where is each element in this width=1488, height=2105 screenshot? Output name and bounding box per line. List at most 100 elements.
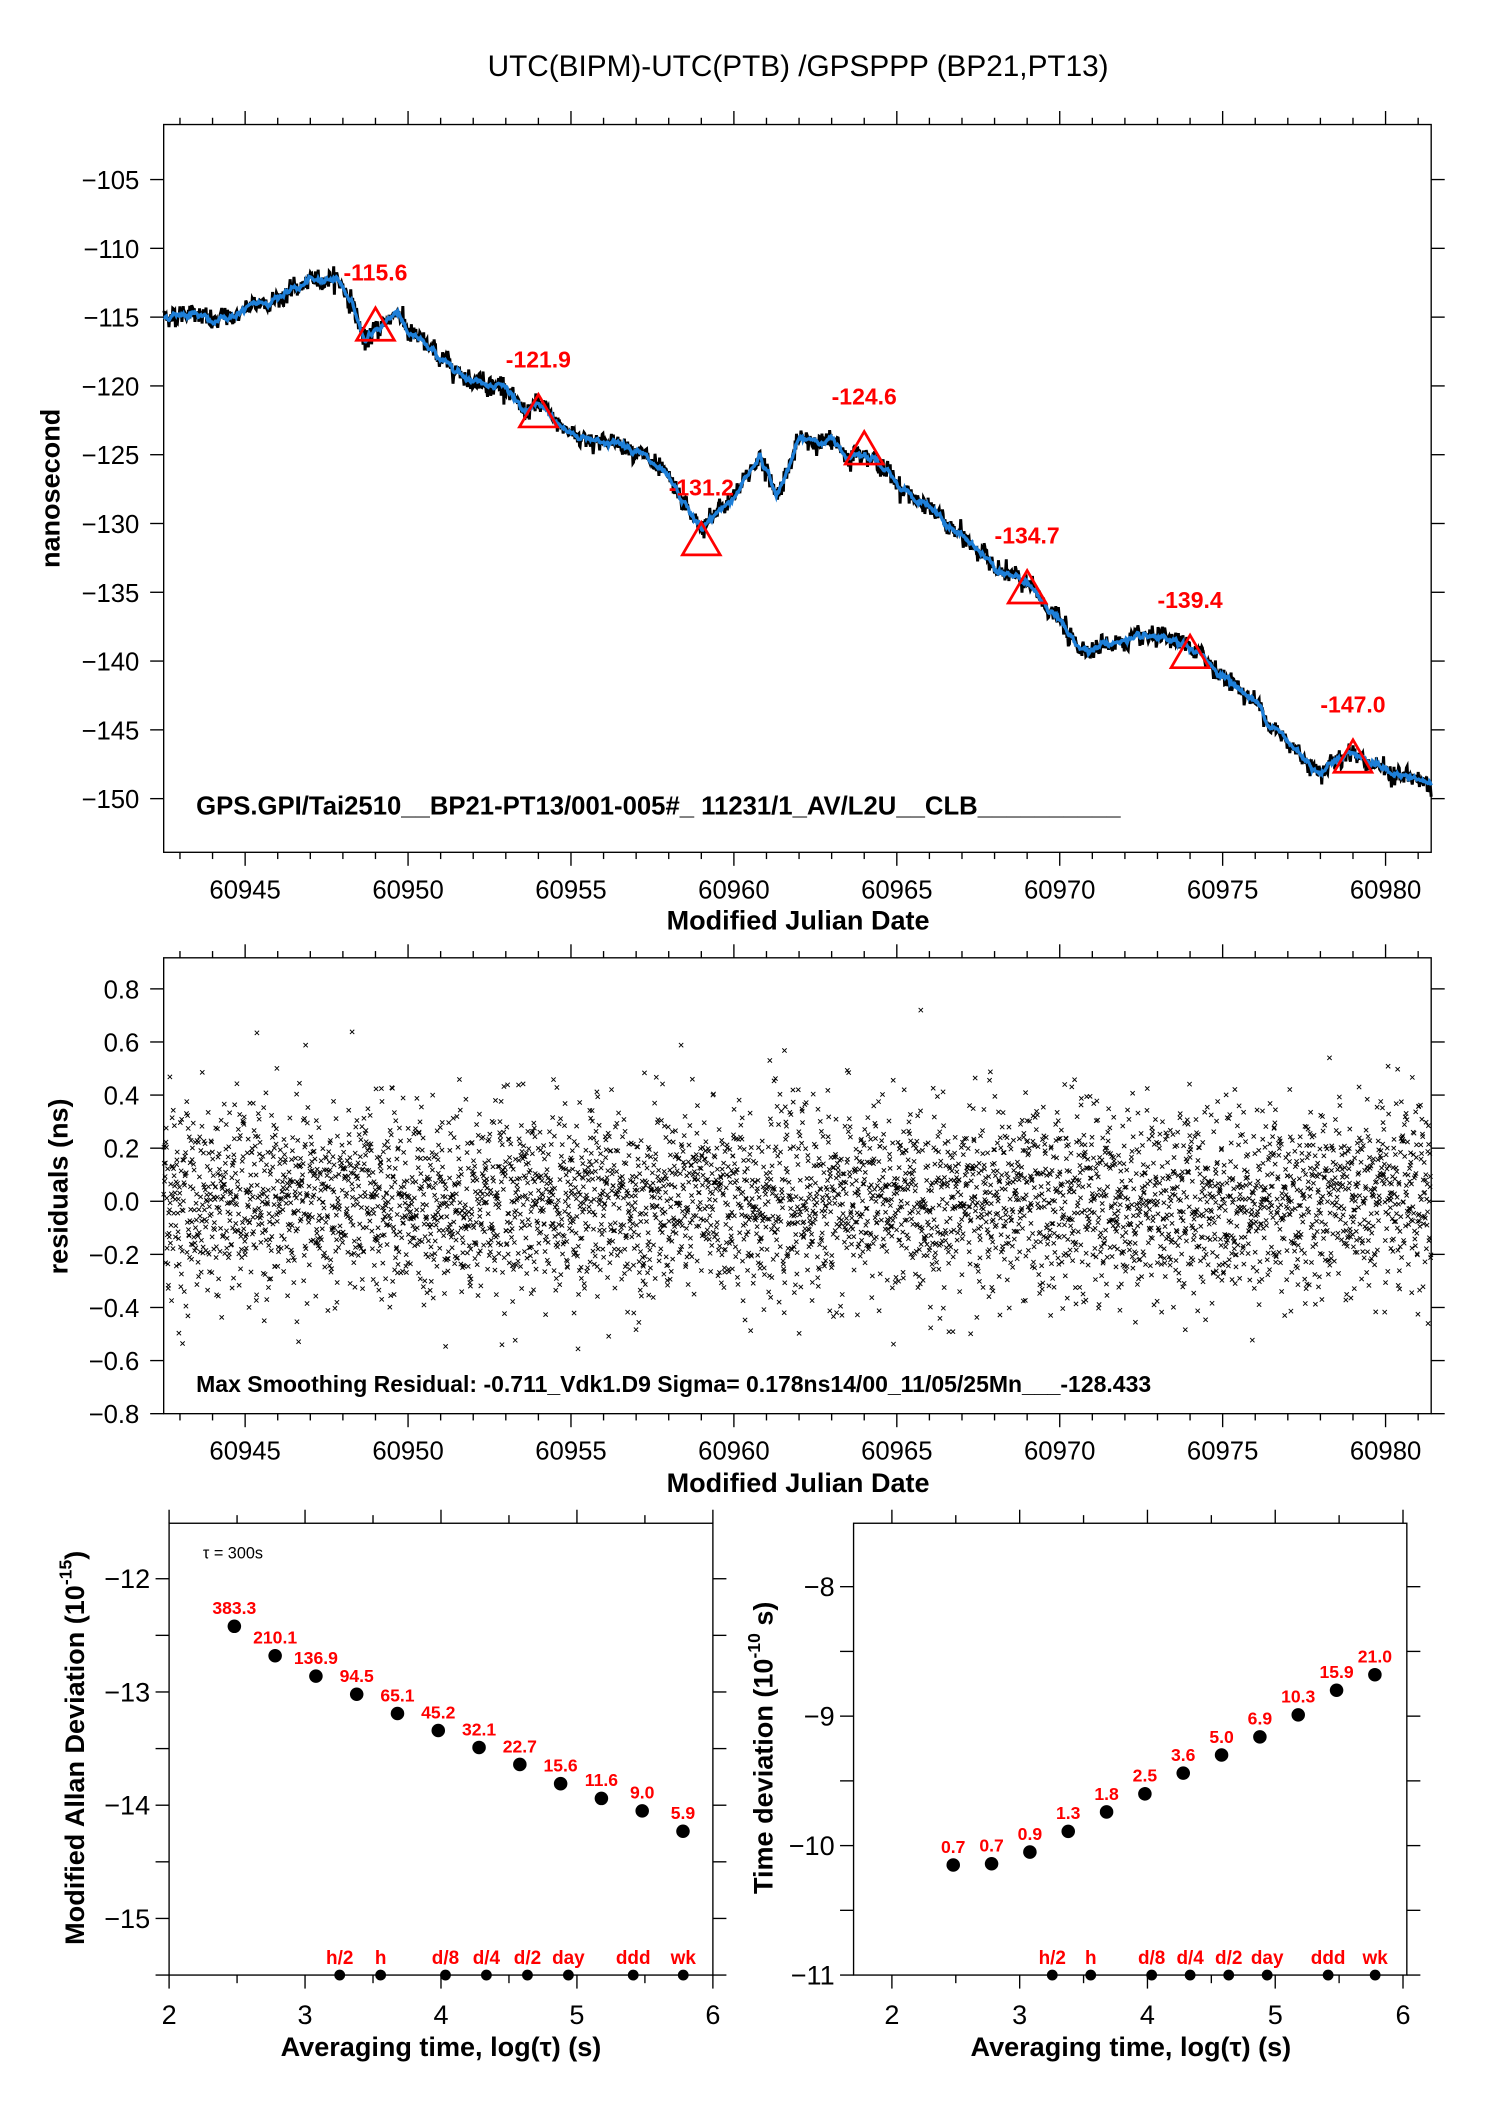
residual-point <box>769 1163 775 1169</box>
residual-point <box>718 1280 724 1286</box>
residual-point <box>1108 1203 1114 1209</box>
residual-point <box>1148 1225 1154 1231</box>
residual-point <box>1140 1249 1146 1255</box>
residual-point <box>336 1203 342 1209</box>
residual-point <box>812 1180 818 1186</box>
residual-point <box>1246 1195 1252 1201</box>
residual-point <box>1334 1199 1340 1205</box>
residual-point <box>585 1223 591 1229</box>
residual-point <box>308 1134 314 1140</box>
deviation-point <box>1329 1683 1344 1698</box>
residual-point <box>326 1159 332 1165</box>
residual-point <box>1274 1196 1280 1202</box>
residual-point <box>1219 1277 1225 1283</box>
residual-point <box>556 1210 562 1216</box>
residual-point <box>1256 1163 1262 1169</box>
residual-point <box>1292 1164 1298 1170</box>
residual-point <box>251 1229 257 1235</box>
residual-point <box>874 1219 880 1225</box>
residual-point <box>1425 1209 1431 1215</box>
residual-point <box>862 1169 868 1175</box>
residual-point <box>1154 1298 1160 1304</box>
residual-point <box>974 1184 980 1190</box>
time-mark-label: d/4 <box>1176 1948 1204 1969</box>
residual-point <box>970 1106 976 1112</box>
plot4-y-label-exp: -10 <box>744 1633 764 1659</box>
residual-point <box>975 1263 981 1269</box>
residual-point <box>1342 1150 1348 1156</box>
residual-point <box>946 1329 952 1335</box>
residual-point <box>1417 1102 1423 1108</box>
residual-point <box>941 1123 947 1129</box>
residual-point <box>714 1231 720 1237</box>
residual-point <box>1418 1197 1424 1203</box>
residual-point <box>1114 1246 1120 1252</box>
residual-point <box>722 1246 728 1252</box>
residual-point <box>1424 1222 1430 1228</box>
residual-point <box>1096 1302 1102 1308</box>
residual-point <box>714 1145 720 1151</box>
residual-point <box>1394 1169 1400 1175</box>
x-tick-label: 3 <box>298 2000 313 2030</box>
residual-point <box>574 1142 580 1148</box>
residual-point <box>925 1140 931 1146</box>
residual-point <box>531 1125 537 1131</box>
residual-point <box>1270 1134 1276 1140</box>
residual-point <box>233 1194 239 1200</box>
residual-point <box>712 1154 718 1160</box>
residual-point <box>910 1176 916 1182</box>
residual-point <box>436 1142 442 1148</box>
residual-point <box>1163 1187 1169 1193</box>
residual-point <box>1396 1179 1402 1185</box>
residual-point <box>1130 1090 1136 1096</box>
residual-point <box>279 1189 285 1195</box>
deviation-label: 0.7 <box>979 1836 1003 1856</box>
residual-point <box>1420 1134 1426 1140</box>
residual-point <box>380 1149 386 1155</box>
residual-point <box>1194 1207 1200 1213</box>
residual-point <box>168 1222 174 1228</box>
residual-point <box>453 1237 459 1243</box>
residual-point <box>739 1136 745 1142</box>
residual-point <box>1037 1282 1043 1288</box>
residual-point <box>832 1195 838 1201</box>
residual-point <box>1216 1214 1222 1220</box>
residual-point <box>1018 1173 1024 1179</box>
residual-point <box>861 1176 867 1182</box>
residual-point <box>665 1124 671 1130</box>
residual-point <box>1039 1137 1045 1143</box>
residual-point <box>1086 1219 1092 1225</box>
residual-point <box>476 1111 482 1117</box>
residual-point <box>1356 1084 1362 1090</box>
residual-point <box>1389 1190 1395 1196</box>
residual-point <box>585 1177 591 1183</box>
residual-point <box>359 1277 365 1283</box>
residual-point <box>171 1173 177 1179</box>
residual-point <box>810 1220 816 1226</box>
residual-point <box>515 1250 521 1256</box>
residual-point <box>571 1247 577 1253</box>
residual-point <box>697 1200 703 1206</box>
residual-point <box>292 1210 298 1216</box>
residual-point <box>283 1143 289 1149</box>
residual-point <box>967 1204 973 1210</box>
residual-point <box>215 1154 221 1160</box>
residual-point <box>836 1215 842 1221</box>
residual-point <box>1258 1183 1264 1189</box>
residual-point <box>680 1159 686 1165</box>
residual-point <box>907 1111 913 1117</box>
residual-point <box>1233 1264 1239 1270</box>
residual-point <box>565 1264 571 1270</box>
residual-point <box>1059 1182 1065 1188</box>
residual-point <box>1365 1238 1371 1244</box>
residual-point <box>666 1218 672 1224</box>
residual-point <box>1130 1134 1136 1140</box>
residual-point <box>1255 1225 1261 1231</box>
residual-point <box>589 1169 595 1175</box>
residual-point <box>916 1149 922 1155</box>
residual-point <box>1204 1199 1210 1205</box>
residual-point <box>1287 1159 1293 1165</box>
residual-point <box>1361 1200 1367 1206</box>
residual-point <box>1161 1255 1167 1261</box>
residual-point <box>522 1223 528 1229</box>
